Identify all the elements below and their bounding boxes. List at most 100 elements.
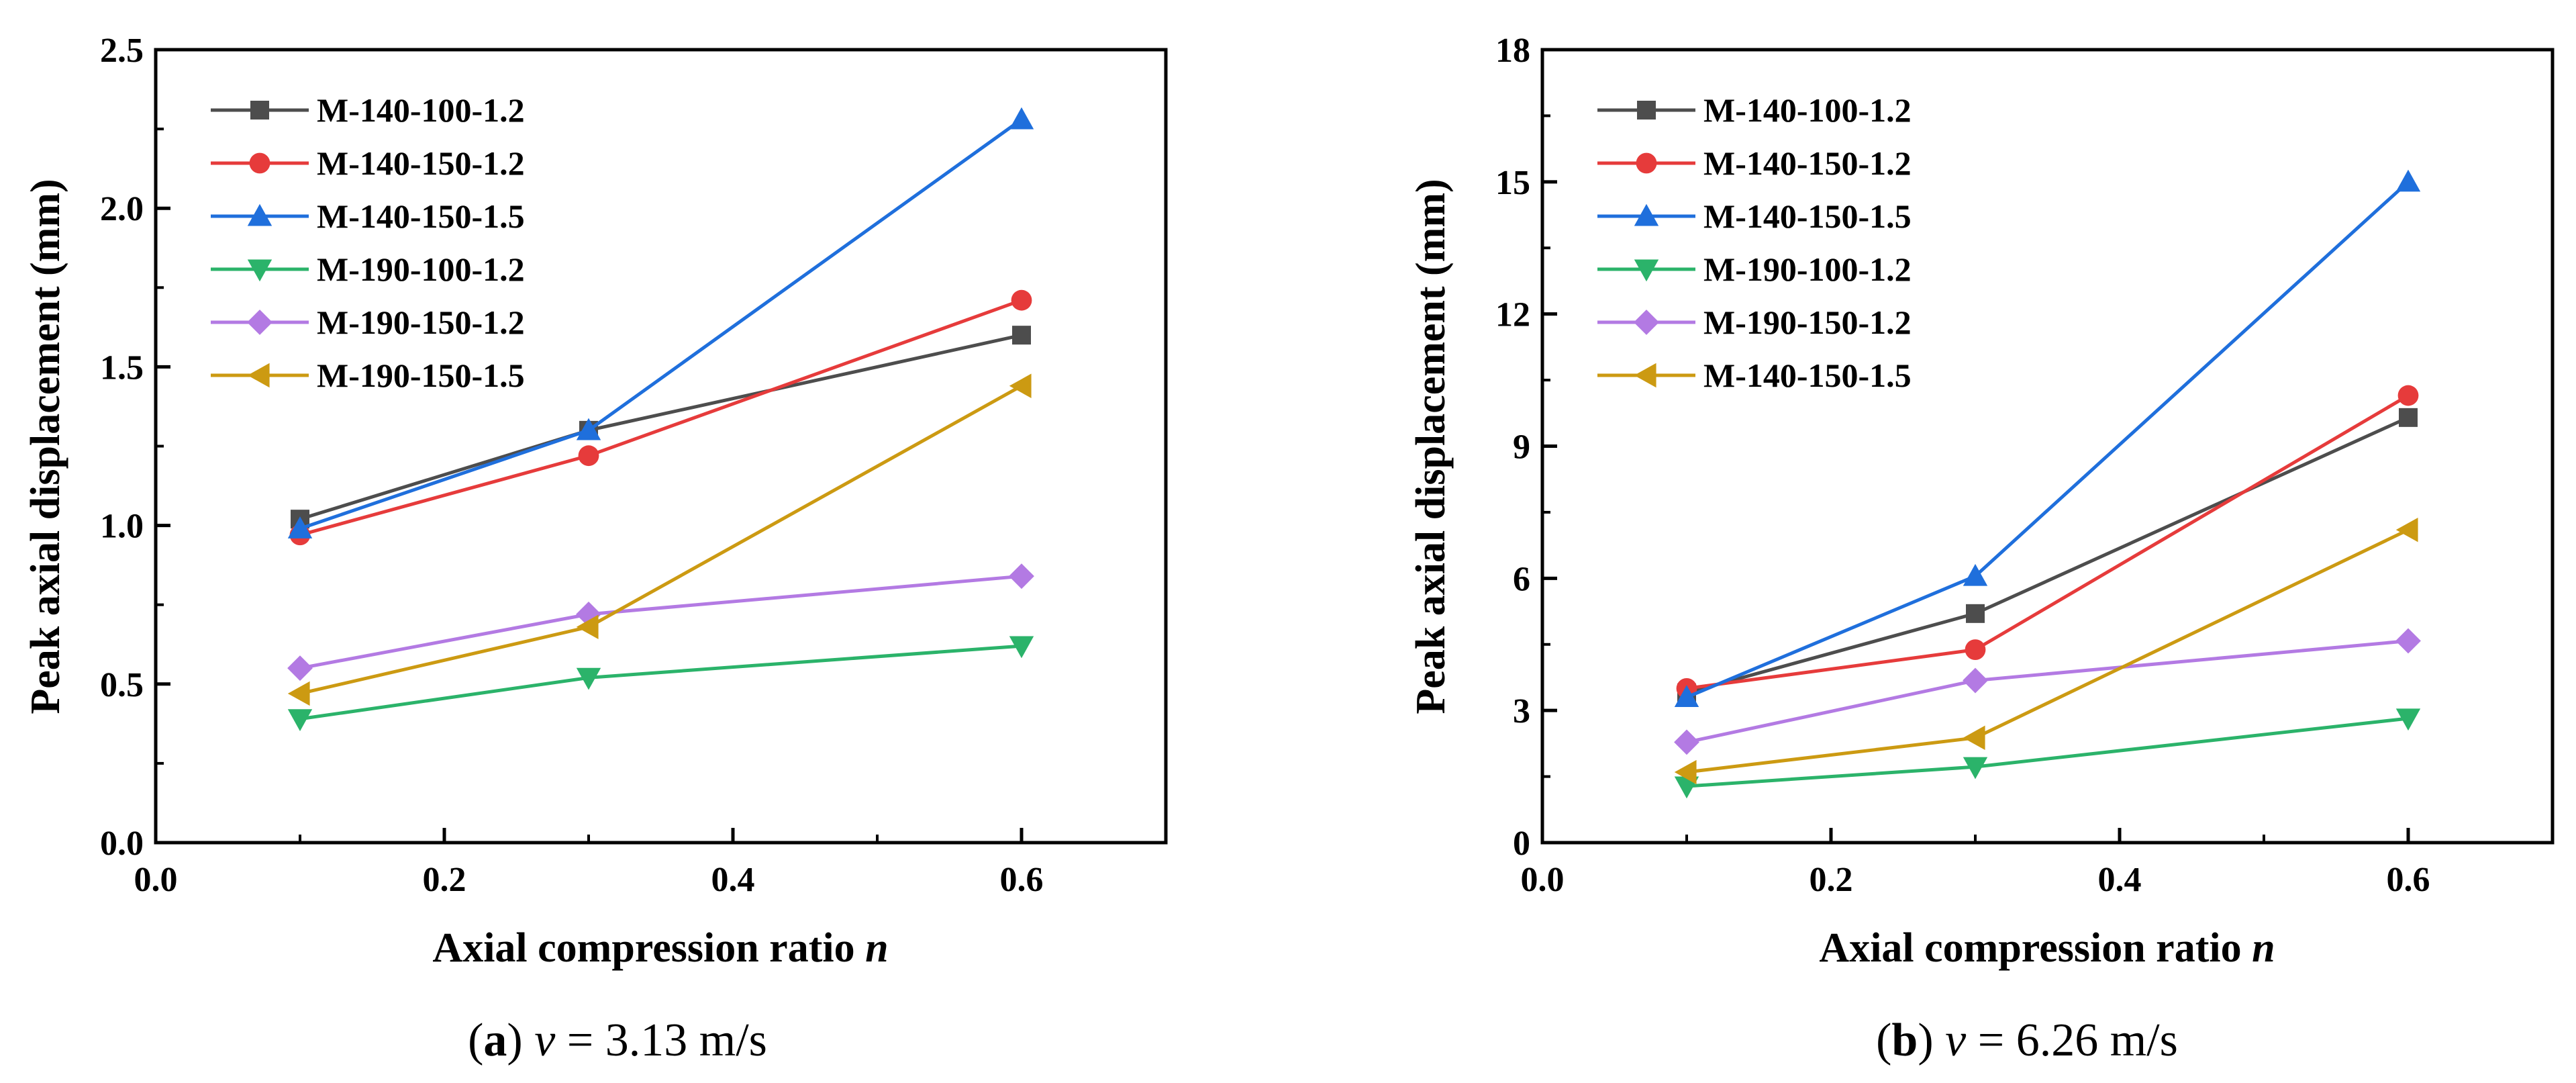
panel-a-series-line bbox=[299, 644, 1022, 721]
panel-b-series-line bbox=[1686, 716, 2409, 788]
panel-a-x-tick-label: 0.4 bbox=[711, 861, 755, 899]
panel-a-x-axis-title-text: Axial compression ratio bbox=[432, 925, 865, 971]
panel-b-legend-marker bbox=[1634, 203, 1659, 226]
panel-b-legend-marker bbox=[1634, 363, 1656, 388]
panel-b-data-point bbox=[1674, 759, 1697, 785]
panel-a-caption-var: v bbox=[534, 1015, 556, 1066]
panel-a-legend-marker bbox=[247, 310, 273, 335]
panel-b-data-point bbox=[2397, 385, 2419, 406]
panel-a-y-axis-title: Peak axial displacement (mm) bbox=[23, 179, 68, 714]
panel-b-x-tick-label: 0.2 bbox=[1810, 861, 1853, 899]
panel-b-data-point bbox=[2395, 169, 2421, 192]
panel-a-caption-rest: = 3.13 m/s bbox=[555, 1015, 767, 1066]
panel-b-y-tick-label: 15 bbox=[1495, 164, 1530, 202]
panel-a-legend-label: M-140-100-1.2 bbox=[317, 91, 525, 129]
panel-b-y-tick-label: 12 bbox=[1495, 296, 1530, 334]
panel-a-data-point bbox=[287, 655, 313, 681]
panel-a-data-point bbox=[1009, 636, 1034, 659]
panel-b-y-axis-title: Peak axial displacement (mm) bbox=[1408, 179, 1454, 714]
panel-a-data-point bbox=[576, 418, 601, 440]
panel-a-caption: (a) v = 3.13 m/s bbox=[468, 1015, 767, 1066]
panel-b-data-point bbox=[1963, 667, 1988, 694]
panel-a: 0.0 0.2 0.4 0.6 0.0 0.5 1.0 1.5 2.0 2.5 M-140-100… bbox=[23, 32, 1168, 1066]
panel-b-x-axis-title-text: Axial compression ratio bbox=[1819, 925, 2252, 971]
panel-b-data-point bbox=[1674, 685, 1699, 708]
panel-b-data-point bbox=[1965, 639, 1986, 661]
panel-b-y-tick-label: 18 bbox=[1495, 32, 1530, 70]
panel-a-data-point bbox=[576, 667, 601, 690]
panel-b-legend-label: M-140-150-1.5 bbox=[1703, 357, 1912, 394]
panel-a-ticks: 0.0 0.2 0.4 0.6 0.0 0.5 1.0 1.5 2.0 2.5 bbox=[100, 32, 1044, 899]
panel-b-data-point bbox=[1674, 729, 1699, 755]
panel-a-legend-marker bbox=[247, 259, 273, 282]
panel-b-caption: (b) v = 6.26 m/s bbox=[1876, 1015, 2178, 1066]
panel-b-caption-rest: = 6.26 m/s bbox=[1966, 1015, 2178, 1066]
panel-b-series-line bbox=[1686, 393, 2410, 690]
panel-a-data-point bbox=[287, 681, 310, 706]
panel-a-y-tick-label: 1.5 bbox=[100, 348, 144, 387]
panel-a-y-tick-label: 0.5 bbox=[100, 666, 144, 704]
panel-a-x-axis-title-italic: n bbox=[865, 925, 888, 971]
panel-a-legend-label: M-190-100-1.2 bbox=[317, 250, 525, 288]
panel-a-series bbox=[287, 107, 1034, 731]
panel-a-y-tick-label: 0.0 bbox=[100, 825, 144, 863]
panel-b-legend: M-140-100-1.2 M-140-150-1.2 M-140-150-1.5 M… bbox=[1597, 91, 1912, 394]
panel-b-data-point bbox=[2395, 708, 2421, 731]
panel-b-series bbox=[1674, 169, 2421, 799]
panel-b-x-axis-title-italic: n bbox=[2252, 925, 2275, 971]
panel-a-legend-marker bbox=[250, 101, 269, 120]
panel-b-legend-label: M-140-100-1.2 bbox=[1703, 91, 1912, 129]
panel-a-legend-label: M-140-150-1.5 bbox=[317, 197, 525, 235]
panel-b-y-tick-label: 0 bbox=[1513, 825, 1530, 863]
panel-a-y-tick-label: 2.0 bbox=[100, 190, 144, 228]
panel-b-data-point bbox=[2395, 517, 2418, 543]
panel-b-x-axis-title: Axial compression ratio n bbox=[1819, 925, 2275, 971]
panel-b-series-line bbox=[1686, 639, 2409, 744]
panel-a-data-point bbox=[576, 614, 599, 639]
panel-a-data-point bbox=[1009, 107, 1034, 130]
panel-b-legend-marker bbox=[1637, 101, 1656, 120]
panel-b-data-point bbox=[1966, 604, 1985, 623]
panel-a-data-point bbox=[1011, 289, 1032, 311]
panel-b-y-tick-label: 3 bbox=[1513, 692, 1530, 731]
panel-a-x-axis-title: Axial compression ratio n bbox=[432, 925, 888, 971]
panel-b-x-tick-label: 0.4 bbox=[2098, 861, 2142, 899]
panel-b-data-point bbox=[1963, 563, 1988, 586]
panel-b-x-tick-label: 0.0 bbox=[1521, 861, 1565, 899]
panel-a-legend-marker bbox=[247, 363, 270, 388]
panel-b-caption-var: v bbox=[1945, 1015, 1967, 1066]
panel-a-data-point bbox=[287, 709, 313, 731]
panel-b-y-tick-label: 9 bbox=[1513, 428, 1530, 467]
panel-a-x-tick-label: 0.2 bbox=[423, 861, 466, 899]
panel-a-legend-marker bbox=[247, 203, 273, 226]
panel-a-x-tick-label: 0.6 bbox=[1000, 861, 1044, 899]
panel-b-ticks: 0.0 0.2 0.4 0.6 0 3 6 9 12 15 18 bbox=[1495, 32, 2430, 899]
panel-b-legend-label: M-190-150-1.2 bbox=[1703, 303, 1912, 341]
panel-b-data-point bbox=[1963, 725, 1985, 751]
panel-b-legend-marker bbox=[1636, 152, 1657, 174]
panel-b-data-point bbox=[2399, 408, 2418, 427]
panel-a-data-point bbox=[1012, 326, 1031, 345]
panel-b-legend-marker bbox=[1634, 259, 1659, 282]
panel-b-legend-label: M-140-150-1.2 bbox=[1703, 144, 1912, 182]
panel-a-legend-marker bbox=[249, 152, 270, 174]
panel-b-legend-label: M-140-150-1.5 bbox=[1703, 197, 1912, 235]
panel-b-y-tick-label: 6 bbox=[1513, 560, 1530, 598]
panel-a-data-point bbox=[287, 516, 313, 538]
panel-a-legend: M-140-100-1.2 M-140-150-1.2 M-140-150-1.5 M… bbox=[211, 91, 525, 394]
panel-a-data-point bbox=[1009, 373, 1032, 398]
panel-a-legend-label: M-190-150-1.2 bbox=[317, 303, 525, 341]
panel-a-data-point bbox=[1009, 563, 1034, 590]
panel-b-data-point bbox=[1963, 757, 1988, 780]
panel-a-plot-frame bbox=[154, 48, 1168, 845]
panel-b-legend-label: M-190-100-1.2 bbox=[1703, 250, 1912, 288]
panel-b-data-point bbox=[2395, 628, 2421, 654]
panel-a-y-tick-label: 2.5 bbox=[100, 32, 144, 70]
panel-a-legend-label: M-140-150-1.2 bbox=[317, 144, 525, 182]
panel-a-legend-label: M-190-150-1.5 bbox=[317, 357, 525, 394]
panel-b-legend-marker bbox=[1634, 310, 1659, 335]
panel-a-x-tick-label: 0.0 bbox=[134, 861, 178, 899]
panel-a-data-point bbox=[578, 445, 599, 467]
